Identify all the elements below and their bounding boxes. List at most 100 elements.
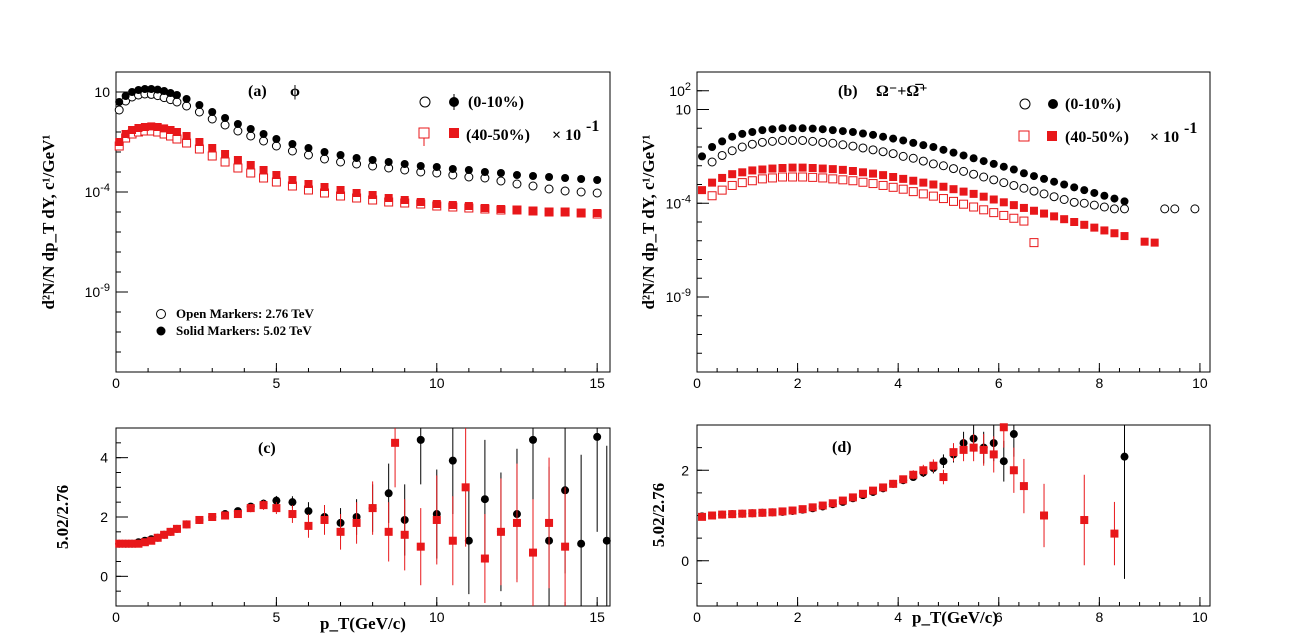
- point-b-s0-8: [788, 135, 798, 145]
- point-c-s1-3: [134, 539, 143, 548]
- point-b-s2-31: [1019, 216, 1029, 226]
- point-c-s0-24: [384, 489, 393, 498]
- panel-b-label: (b): [838, 83, 858, 100]
- point-c-s1-15: [246, 504, 255, 513]
- point-b-s1-8: [778, 124, 787, 133]
- point-b-s3-5: [748, 166, 757, 175]
- legend-b-peripheral-label: (40-50%): [1065, 129, 1129, 146]
- point-a-s0-0: [114, 105, 124, 115]
- point-d-s1-32: [1019, 482, 1028, 491]
- point-a-s3-14: [233, 156, 242, 164]
- point-b-s3-27: [969, 189, 978, 198]
- xtick-label-b-5: 10: [1192, 375, 1208, 391]
- point-a-s3-17: [272, 171, 281, 179]
- point-a-s1-15: [246, 125, 255, 133]
- panel-a-particle: ϕ: [290, 83, 300, 100]
- point-c-s1-16: [259, 501, 268, 510]
- point-a-s3-18: [288, 176, 297, 184]
- point-a-s1-27: [432, 163, 441, 171]
- point-a-s3-22: [352, 189, 361, 197]
- point-b-s2-20: [908, 187, 918, 197]
- point-a-s0-31: [496, 176, 506, 186]
- point-a-s3-20: [320, 183, 329, 191]
- point-c-s1-22: [352, 518, 361, 527]
- point-d-s1-27: [969, 443, 978, 452]
- panel-c: (c) 5.02/2.76 p_T(GeV/c) 0 5 10 15 0 2 4: [53, 427, 611, 633]
- point-c-s0-26: [416, 435, 425, 444]
- point-b-s0-15: [858, 143, 868, 153]
- panel-d: (d) 5.02/2.76 p_T(GeV/c) 0 2 4 6 8 10 0 2: [649, 423, 1211, 627]
- point-b-s0-21: [918, 156, 928, 166]
- point-b-s1-6: [758, 126, 767, 135]
- point-b-s3-37: [1070, 218, 1079, 226]
- point-c-s0-19: [304, 507, 313, 516]
- point-b-s2-29: [999, 210, 1009, 220]
- point-b-s2-14: [848, 176, 858, 186]
- panel-b-marks: [698, 124, 1200, 248]
- point-c-s1-0: [115, 539, 124, 548]
- ytick-label-d-1: 2: [681, 462, 689, 478]
- point-b-s2-10: [808, 172, 818, 182]
- point-b-s3-22: [919, 178, 928, 187]
- point-b-s0-7: [778, 135, 787, 145]
- ytick-label-c-0: 0: [100, 568, 108, 584]
- point-c-s1-33: [512, 518, 521, 527]
- point-d-s1-34: [1080, 516, 1089, 525]
- point-a-s0-36: [576, 187, 586, 197]
- point-b-s3-41: [1110, 229, 1119, 238]
- point-a-s0-13: [220, 120, 230, 130]
- point-c-s1-11: [195, 515, 204, 524]
- point-b-s0-33: [1039, 189, 1049, 199]
- point-d-s1-15: [848, 493, 857, 502]
- point-b-s1-36: [1060, 180, 1069, 189]
- point-b-s3-25: [949, 185, 958, 194]
- point-d-s1-31: [1009, 466, 1018, 475]
- point-b-s0-44: [1190, 204, 1200, 214]
- point-b-s1-4: [738, 129, 747, 138]
- point-b-s0-11: [818, 137, 828, 147]
- point-b-s3-32: [1019, 203, 1028, 212]
- legend-b-open-square: [1018, 130, 1030, 142]
- point-a-s3-6: [153, 123, 162, 131]
- point-c-s1-12: [208, 513, 217, 521]
- point-c-s1-23: [368, 504, 377, 513]
- point-b-s3-17: [869, 169, 878, 178]
- point-a-s3-11: [195, 138, 204, 146]
- point-b-s2-1: [717, 185, 727, 195]
- point-b-s1-41: [1110, 194, 1119, 203]
- point-c-s0-38: [602, 536, 611, 545]
- xtick-label-d-1: 2: [794, 609, 802, 625]
- point-a-s1-2: [128, 88, 137, 96]
- point-b-s2-6: [767, 173, 777, 183]
- point-b-s1-42: [1120, 197, 1129, 206]
- point-b-s0-3: [737, 142, 747, 152]
- point-a-s3-24: [384, 194, 393, 202]
- legend-a-open-square: [418, 127, 430, 139]
- point-a-s0-18: [287, 146, 297, 156]
- point-b-s0-14: [848, 141, 858, 151]
- point-b-s2-28: [989, 208, 999, 218]
- point-b-s0-36: [1069, 197, 1079, 207]
- point-a-s1-10: [182, 95, 191, 103]
- point-b-s2-0: [707, 191, 717, 201]
- point-c-s1-5: [147, 536, 156, 545]
- point-b-s2-2: [727, 180, 737, 190]
- point-b-s2-30: [1009, 213, 1019, 223]
- point-b-s3-26: [959, 187, 968, 196]
- point-a-s1-14: [233, 120, 242, 128]
- point-a-s0-37: [592, 188, 602, 198]
- point-b-s0-20: [908, 153, 918, 163]
- point-a-s3-36: [577, 209, 586, 217]
- point-b-s0-10: [808, 136, 818, 146]
- legend-a-central-label: (0-10%): [468, 94, 524, 111]
- point-a-s1-33: [529, 172, 538, 180]
- point-b-s2-5: [757, 174, 767, 184]
- point-d-s1-2: [718, 510, 727, 519]
- point-b-s2-22: [928, 191, 938, 201]
- xtick-label-d-4: 8: [1095, 609, 1103, 625]
- xtick-label-c-0: 0: [112, 609, 120, 625]
- point-d-s1-24: [939, 473, 948, 482]
- point-a-s0-16: [259, 136, 269, 146]
- point-b-s2-26: [969, 202, 979, 212]
